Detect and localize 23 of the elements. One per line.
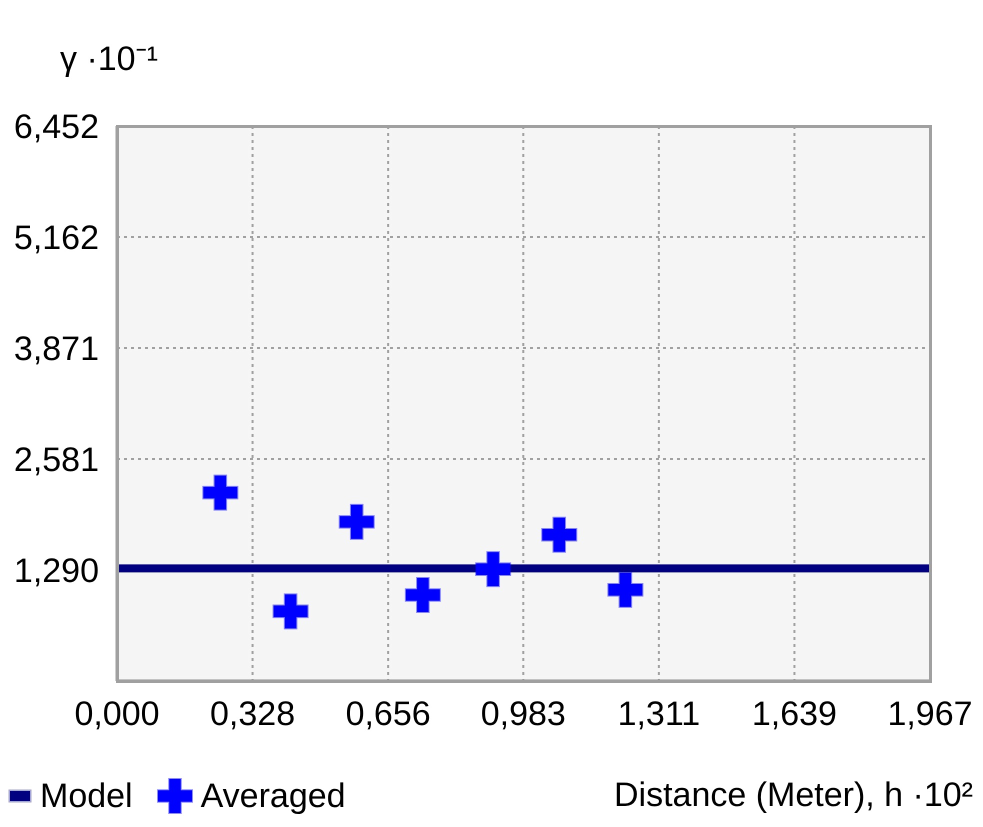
y-tick-label: 5,162 bbox=[14, 219, 99, 258]
point bbox=[607, 572, 644, 608]
point bbox=[272, 593, 309, 630]
x-tick-label: 1,639 bbox=[752, 695, 837, 734]
x-tick-label: 0,000 bbox=[74, 695, 160, 734]
x-axis-title: Distance (Meter), h ·10² bbox=[614, 776, 973, 815]
x-tick-label: 0,983 bbox=[480, 695, 566, 734]
x-tick-label: 1,311 bbox=[618, 695, 700, 734]
y-axis-title: γ ·10⁻¹ bbox=[60, 39, 158, 80]
legend-label: Model bbox=[40, 776, 133, 816]
legend-label: Averaged bbox=[200, 776, 346, 816]
x-tick-label: 1,967 bbox=[887, 695, 973, 734]
y-tick-label: 2,581 bbox=[14, 441, 99, 480]
point bbox=[541, 516, 578, 553]
point bbox=[338, 504, 375, 540]
y-tick-label: 3,871 bbox=[14, 330, 99, 368]
x-tick-label: 0,328 bbox=[210, 695, 296, 734]
y-tick-label: 6,452 bbox=[14, 108, 99, 146]
point bbox=[404, 576, 441, 613]
x-tick-label: 0,656 bbox=[346, 695, 431, 734]
y-tick-label: 1,290 bbox=[14, 552, 99, 590]
point bbox=[202, 474, 238, 511]
point bbox=[475, 551, 512, 588]
